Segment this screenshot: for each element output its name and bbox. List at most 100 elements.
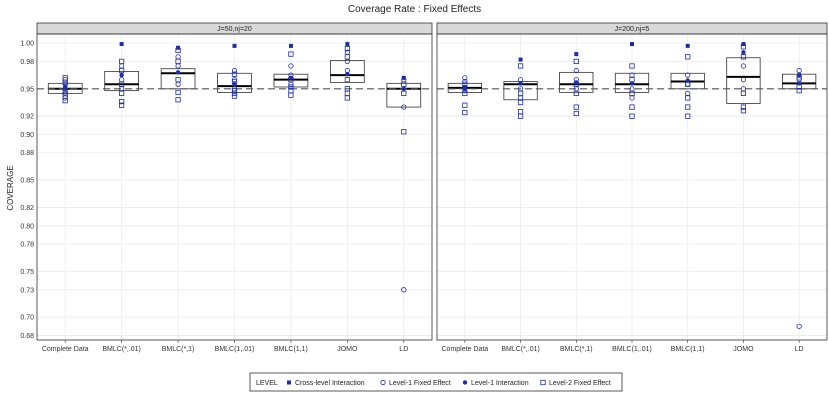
data-point (345, 71, 350, 77)
y-tick-label: 0.82 (20, 205, 34, 212)
data-point (231, 71, 238, 77)
y-tick-label: 0.85 (20, 178, 34, 185)
data-point (119, 72, 124, 78)
box (726, 57, 761, 104)
data-point (517, 90, 524, 96)
data-point (462, 109, 468, 116)
data-point (345, 42, 350, 47)
data-point (344, 46, 350, 52)
data-point (797, 73, 802, 78)
legend-marker (462, 380, 468, 385)
data-point (175, 77, 181, 83)
data-point (462, 75, 468, 81)
legend-marker (287, 380, 291, 385)
data-point (629, 90, 635, 96)
legend-label: Level-1 Fixed Effect (389, 380, 451, 387)
x-tick-label: JOMO (337, 346, 358, 353)
data-point (740, 90, 747, 96)
data-point (740, 63, 747, 69)
data-point (685, 81, 691, 87)
x-tick-label: BMLC(*,.01) (102, 346, 141, 353)
data-point (401, 90, 407, 96)
y-tick-label: 1.00 (20, 41, 34, 48)
data-point (518, 81, 523, 86)
legend-marker (380, 379, 386, 386)
data-point (288, 63, 294, 69)
data-point (685, 54, 691, 60)
data-point (232, 82, 237, 87)
data-point (175, 47, 181, 54)
y-tick-label: 0.95 (20, 86, 34, 93)
data-point (573, 104, 579, 110)
data-point (573, 67, 579, 74)
data-point (685, 72, 691, 78)
legend-label: Level-2 Fixed Effect (549, 380, 611, 387)
data-point (232, 43, 237, 48)
data-point (119, 42, 124, 47)
chart-title: Coverage Rate : Fixed Effects (348, 4, 481, 15)
data-point (629, 113, 635, 119)
legend-label: Cross-level Interaction (295, 380, 365, 387)
data-point (401, 287, 407, 293)
y-tick-label: 0.80 (20, 223, 34, 230)
x-tick-label: Complete Data (42, 346, 89, 353)
box (386, 82, 422, 108)
x-tick-label: BMLC(1,.01) (215, 346, 255, 353)
y-axis-label: COVERAGE (6, 165, 15, 210)
data-point (573, 110, 579, 117)
x-tick-label: BMLC(1,1) (671, 346, 705, 353)
data-point (740, 54, 747, 60)
box (330, 60, 365, 83)
data-point (685, 43, 690, 48)
y-tick-label: 0.73 (20, 287, 34, 294)
legend-label: Level-1 Interaction (471, 380, 529, 387)
legend-box (249, 372, 623, 392)
x-tick-label: LD (795, 346, 804, 353)
data-point (740, 108, 747, 114)
data-point (175, 70, 181, 75)
data-point (175, 89, 181, 96)
data-point (62, 93, 68, 99)
x-tick-label: Complete Data (442, 346, 489, 353)
data-point (462, 102, 468, 108)
data-point (740, 44, 747, 50)
data-point (231, 93, 238, 99)
data-point (462, 90, 468, 96)
data-point (119, 102, 125, 108)
data-point (740, 77, 747, 83)
data-point (401, 104, 407, 110)
data-point (119, 81, 125, 87)
data-point (288, 43, 293, 48)
data-point (796, 88, 802, 94)
data-point (62, 88, 68, 94)
data-point (796, 67, 802, 74)
data-point (401, 129, 407, 135)
data-point (231, 67, 238, 74)
data-point (685, 95, 691, 101)
y-tick-label: 0.70 (20, 315, 34, 322)
data-point (119, 58, 125, 65)
data-point (685, 104, 691, 110)
data-point (288, 51, 294, 57)
data-point (573, 90, 579, 96)
data-point (796, 75, 802, 81)
data-point (288, 77, 294, 83)
data-point (231, 90, 238, 96)
y-tick-label: 0.78 (20, 242, 34, 249)
data-point (517, 99, 524, 106)
data-point (344, 54, 350, 60)
box (160, 68, 196, 90)
data-point (629, 104, 635, 110)
data-point (176, 45, 181, 50)
data-point (175, 97, 181, 103)
x-tick-label: BMLC(*,1) (162, 346, 195, 353)
data-point (796, 84, 802, 90)
data-point (231, 88, 238, 94)
y-tick-label: 0.90 (20, 132, 34, 139)
panel-strip-label: J=50,nj=20 (217, 26, 252, 33)
data-point (344, 86, 350, 92)
data-point (740, 104, 747, 110)
data-point (119, 67, 125, 74)
data-point (629, 63, 635, 69)
